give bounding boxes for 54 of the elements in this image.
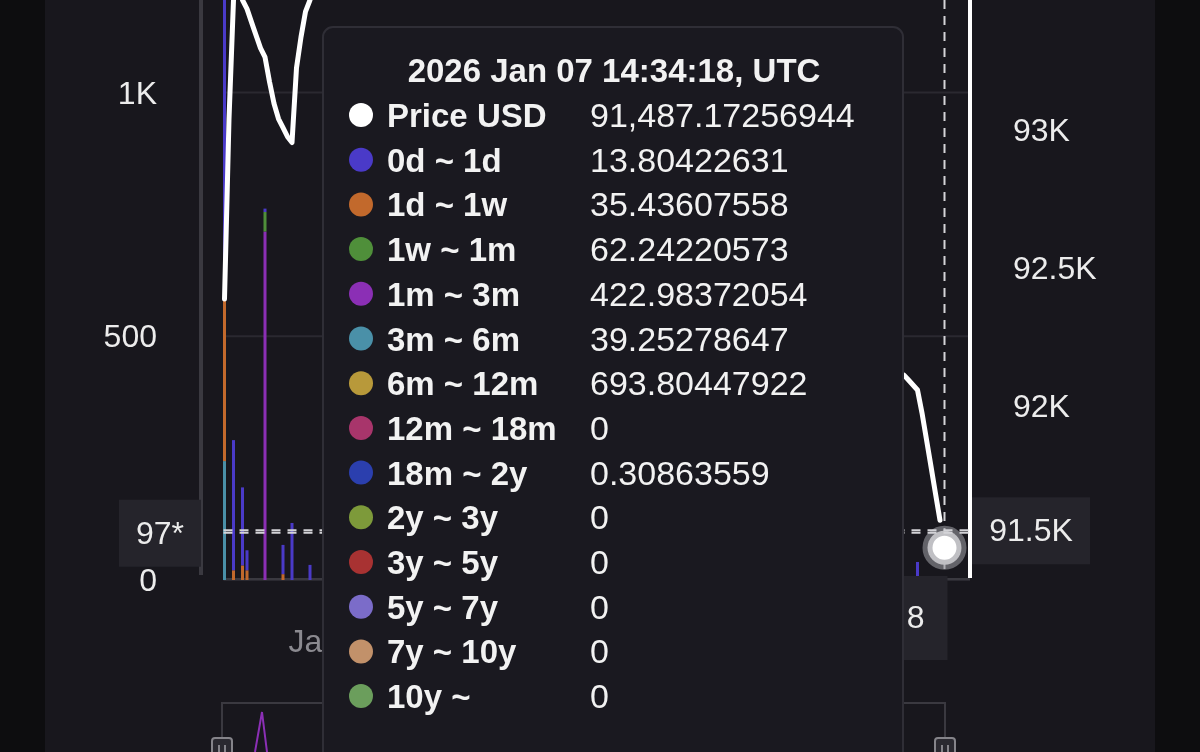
- bar: [281, 574, 285, 580]
- category-label: 12m ~ 18m: [387, 409, 557, 447]
- y-tick-label: 1K: [117, 74, 157, 111]
- bar: [263, 208, 267, 213]
- bar: [223, 461, 226, 580]
- category-label: 7y ~ 10y: [387, 632, 518, 670]
- bar: [232, 440, 235, 571]
- text: 13.80422631: [590, 140, 789, 179]
- category-label: 1d ~ 1w: [387, 185, 508, 223]
- bar: [245, 570, 249, 580]
- bar: [308, 564, 312, 580]
- category-label: 1w ~ 1m: [387, 230, 517, 268]
- text: 0: [590, 543, 609, 581]
- text: 0: [590, 408, 609, 447]
- text: 0: [590, 587, 609, 626]
- y-tick-label: 0: [139, 562, 157, 598]
- category-label: 0d ~ 1d: [387, 141, 502, 179]
- ref-line-label: 91.5K: [989, 512, 1073, 549]
- text: 35.43607558: [590, 185, 789, 224]
- text: 0: [590, 632, 609, 671]
- category-label: 5y ~ 7y: [387, 588, 499, 626]
- text: 62.24220573: [590, 230, 789, 269]
- ref-line-label: 97*: [135, 514, 185, 551]
- bar: [263, 231, 267, 580]
- bar: [223, 300, 226, 462]
- category-label: Price USD: [387, 96, 547, 134]
- bar: [290, 522, 294, 580]
- bar: [241, 487, 244, 566]
- text: 693.80447922: [590, 364, 808, 403]
- y-tick-label: 500: [103, 318, 157, 355]
- category-label: 2y ~ 3y: [387, 498, 499, 536]
- y2-tick-label: 93K: [1013, 111, 1070, 148]
- category-label: 6m ~ 12m: [387, 364, 539, 402]
- text: 422.98372054: [590, 274, 808, 313]
- bar: [245, 550, 249, 571]
- category-label: 1m ~ 3m: [387, 275, 520, 313]
- text: 0.30863559: [590, 453, 770, 492]
- category-label: 3m ~ 6m: [387, 320, 520, 357]
- category-label: 3y ~ 5y: [387, 543, 499, 581]
- bar: [232, 570, 235, 580]
- bar: [241, 565, 244, 580]
- category-label: 10y ~: [387, 677, 471, 715]
- text: 0: [590, 677, 609, 716]
- text: 8: [906, 599, 925, 635]
- text: 91,487.17256944: [590, 96, 855, 134]
- y2-tick-label: 92K: [1013, 388, 1070, 424]
- text: 39.25278647: [590, 319, 789, 358]
- category-label: 18m ~ 2y: [387, 454, 529, 492]
- text: 0: [590, 498, 609, 537]
- bar: [263, 212, 267, 232]
- text: 2026 Jan 07 14:34:18, UTC: [407, 51, 821, 89]
- x-tick-label: Ja: [288, 623, 323, 659]
- bar: [281, 544, 285, 575]
- y2-tick-label: 92.5K: [1013, 249, 1097, 286]
